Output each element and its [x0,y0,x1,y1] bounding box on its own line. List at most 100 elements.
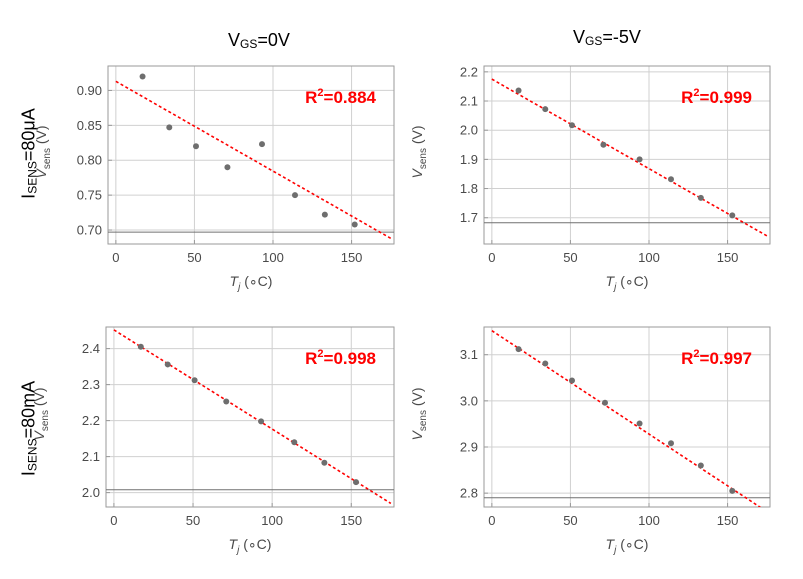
y-axis-title: Vsens (V) [33,125,53,178]
y-tick-label: 1.9 [460,152,478,167]
x-tick-label: 50 [563,513,577,528]
x-tick-label: 0 [488,250,495,265]
x-axis-title: Tj (∘C) [606,536,649,556]
x-tick-label: 150 [341,250,363,265]
y-axis-title-sub: sens [40,410,51,431]
data-point [542,106,549,113]
data-point [164,361,171,368]
y-tick-label: 2.2 [460,64,478,79]
y-axis-title-main: V [409,168,425,179]
y-axis-title: Vsens (V) [409,387,429,440]
r-squared-annotation: R2=0.998 [305,348,376,368]
x-axis-title-main: T [606,536,616,552]
data-point [259,141,265,148]
x-tick-label: 150 [717,250,739,265]
r-squared-annotation: R2=0.999 [681,87,752,107]
y-axis-title-sub: sens [42,148,53,169]
x-axis-title: Tj (∘C) [229,536,272,556]
y-axis-title-unit: (V) [409,387,425,410]
data-point [166,124,173,131]
data-point [224,164,231,171]
x-tick-label: 100 [261,513,283,528]
data-point [515,87,522,94]
r-squared-value: =0.884 [324,88,377,107]
y-tick-label: 0.80 [77,153,102,168]
data-point [600,141,607,148]
x-tick-label: 0 [488,513,495,528]
y-axis-title-unit: (V) [409,125,425,148]
x-axis-title-unit: (∘C) [616,536,648,552]
y-axis-title-unit: (V) [31,387,47,410]
r-squared-prefix: R [681,88,693,107]
column-title-vgs-minus-5v: VGS=-5V [573,27,641,48]
x-axis-title-main: T [229,536,239,552]
data-point [697,194,704,201]
data-point [636,420,643,427]
data-point [193,143,199,150]
data-point [602,399,608,406]
data-point [321,459,328,466]
r-squared-value: =0.997 [700,349,752,368]
r-squared-prefix: R [681,349,693,368]
x-tick-label: 100 [638,513,660,528]
r-squared-value: =0.999 [700,88,752,107]
x-axis-title-unit: (∘C) [239,536,271,552]
x-tick-label: 100 [262,250,284,265]
data-point [668,440,674,447]
y-tick-label: 2.3 [82,377,100,392]
data-point [542,360,549,367]
r-squared-superscript: 2 [317,348,323,360]
r-squared-superscript: 2 [693,87,699,99]
column-title-vgs-0v: VGS=0V [228,30,290,51]
y-tick-label: 2.8 [460,486,478,501]
data-point [139,73,146,80]
r-squared-annotation: R2=0.884 [305,87,376,107]
data-point [351,221,358,228]
y-tick-label: 2.0 [82,485,100,500]
y-tick-label: 2.1 [460,94,478,109]
y-tick-label: 0.85 [77,118,102,133]
y-tick-label: 2.9 [460,440,478,455]
x-axis-title-main: T [606,273,616,289]
x-tick-label: 100 [638,250,660,265]
y-tick-label: 1.8 [460,181,478,196]
data-point [569,122,575,129]
y-tick-label: 2.2 [82,413,100,428]
x-axis-title: Tj (∘C) [606,273,649,293]
x-axis-title-main: T [230,273,240,289]
data-point [191,377,198,384]
plot-frame [483,326,771,508]
x-tick-label: 0 [112,250,119,265]
y-tick-label: 0.90 [77,83,102,98]
y-tick-label: 2.0 [460,123,478,138]
data-point [729,212,736,219]
y-axis-title-sub: sens [418,148,429,169]
x-tick-label: 50 [187,250,201,265]
data-point [697,462,704,469]
chart-isens-80ma-vgs-minus-5v: 0 50 100 150 2.8 2.9 3.0 3.1 Tj (∘C) Vsens (V) R2=… [409,326,771,556]
data-point [321,211,328,218]
data-point [291,439,298,446]
y-axis-title: Vsens (V) [409,125,429,178]
y-tick-label: 1.7 [460,210,478,225]
y-axis-title-sub: sens [418,410,429,431]
y-tick-label: 3.0 [460,393,478,408]
y-axis-title-main: V [409,430,425,441]
y-axis-title-unit: (V) [33,125,49,148]
data-point [223,398,230,405]
data-point [353,479,360,486]
plot-frame [105,326,395,508]
x-axis-title-sub: j [236,282,241,293]
x-tick-label: 50 [563,250,577,265]
data-point [258,418,265,425]
y-tick-label: 0.75 [77,188,102,203]
data-point [636,156,643,163]
r-squared-prefix: R [305,349,317,368]
x-axis-title: Tj (∘C) [230,273,273,293]
plot-frame [107,65,395,245]
y-tick-label: 0.70 [77,223,102,238]
chart-isens-80ma-vgs-0v: 0 50 100 150 2.0 2.1 2.2 2.3 2.4 Tj (∘C) Vsens (V)… [31,326,395,556]
fit-line [113,329,392,505]
chart-isens-80ua-vgs-0v: 0 50 100 150 0.70 0.75 0.80 0.85 0.90 Tj (∘C) Vsen… [33,65,395,293]
